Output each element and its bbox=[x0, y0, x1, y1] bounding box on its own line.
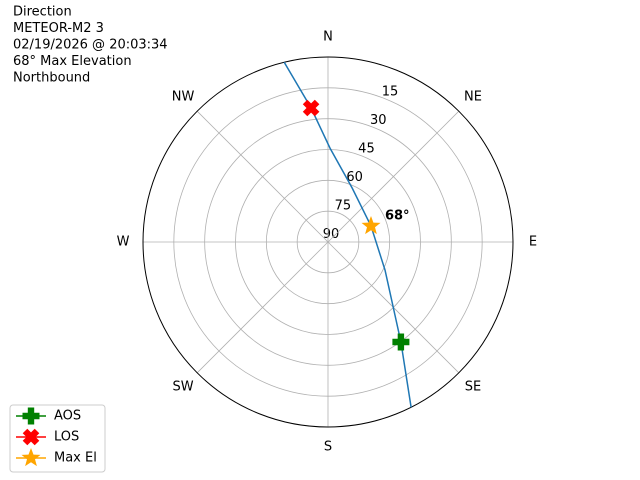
theta-tick-label: W bbox=[117, 235, 130, 250]
theta-tick-label: S bbox=[324, 440, 332, 455]
annotation: 68° bbox=[385, 209, 410, 224]
legend-label: Max El bbox=[54, 451, 97, 466]
theta-tick-label: NW bbox=[172, 90, 195, 105]
title-line: METEOR-M2 3 bbox=[13, 21, 104, 36]
theta-tick-label: NE bbox=[464, 90, 482, 105]
title-line: 68° Max Elevation bbox=[13, 54, 132, 69]
grid-spoke bbox=[196, 241, 329, 374]
r-tick-label: 60 bbox=[346, 170, 363, 185]
theta-tick-label: N bbox=[323, 30, 333, 45]
legend-marker bbox=[21, 448, 41, 467]
theta-tick-label: E bbox=[529, 235, 537, 250]
grid-spoke bbox=[196, 110, 329, 243]
r-tick-label: 45 bbox=[358, 142, 375, 157]
legend: AOS LOS Max El bbox=[9, 404, 106, 473]
title-line: Northbound bbox=[13, 71, 90, 86]
title-line: Direction bbox=[13, 5, 72, 20]
marker-x bbox=[302, 99, 320, 117]
r-tick-label: 30 bbox=[370, 113, 387, 128]
r-tick-label: 90 bbox=[323, 227, 340, 242]
theta-tick-label: SW bbox=[172, 379, 193, 394]
marker-star bbox=[361, 216, 381, 235]
legend-label: AOS bbox=[54, 409, 81, 424]
marker-plus bbox=[392, 333, 410, 351]
r-tick-label: 75 bbox=[335, 199, 352, 214]
r-tick-label: 15 bbox=[382, 85, 399, 100]
track-line bbox=[283, 61, 412, 408]
legend-label: LOS bbox=[54, 430, 79, 445]
theta-tick-label: SE bbox=[465, 379, 481, 394]
title-line: 02/19/2026 @ 20:03:34 bbox=[13, 38, 168, 53]
grid-spoke bbox=[327, 110, 460, 243]
legend-marker bbox=[22, 428, 40, 446]
polar-frame bbox=[142, 56, 514, 428]
legend-marker bbox=[22, 407, 40, 425]
